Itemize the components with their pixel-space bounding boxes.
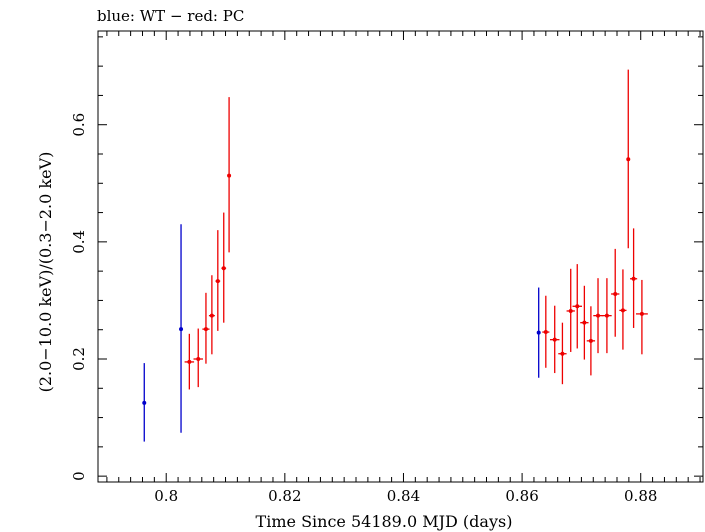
x-axis-ticks: 0.8 0.82 0.84 0.86 0.88 xyxy=(106,31,701,505)
data-point xyxy=(227,173,232,178)
data-point xyxy=(626,157,631,162)
data-point xyxy=(552,337,557,342)
data-point xyxy=(221,266,226,271)
data-point xyxy=(588,338,593,343)
data-point xyxy=(604,313,609,318)
data-point xyxy=(142,400,147,405)
data-point xyxy=(596,313,601,318)
series-wt xyxy=(142,224,541,442)
x-tick-label: 0.8 xyxy=(154,487,178,505)
y-tick-label: 0.6 xyxy=(70,113,88,137)
data-point xyxy=(575,304,580,309)
data-point xyxy=(639,311,644,316)
data-point xyxy=(536,330,541,335)
data-point xyxy=(179,327,184,332)
chart-title: blue: WT − red: PC xyxy=(97,7,244,25)
data-point xyxy=(613,291,618,296)
data-point xyxy=(187,359,192,364)
data-point xyxy=(203,327,208,332)
data-point xyxy=(568,308,573,313)
data-point xyxy=(215,279,220,284)
x-tick-label: 0.86 xyxy=(505,487,538,505)
plot-frame xyxy=(97,30,704,483)
series-pc xyxy=(184,69,648,390)
data-point xyxy=(631,276,636,281)
y-tick-label: 0.2 xyxy=(70,347,88,371)
x-tick-label: 0.84 xyxy=(387,487,420,505)
data-point xyxy=(620,308,625,313)
data-point xyxy=(582,320,587,325)
data-point xyxy=(543,330,548,335)
data-point xyxy=(196,357,201,361)
y-axis-ticks: 0 0.2 0.4 0.6 xyxy=(70,36,703,481)
y-axis-label: (2.0−10.0 keV)/(0.3−2.0 keV) xyxy=(36,152,55,393)
x-tick-label: 0.82 xyxy=(268,487,301,505)
data-point xyxy=(209,313,214,318)
data-point xyxy=(560,351,565,356)
x-tick-label: 0.88 xyxy=(624,487,657,505)
series-layer xyxy=(142,69,648,442)
x-axis-label: Time Since 54189.0 MJD (days) xyxy=(256,512,513,531)
y-tick-label: 0.4 xyxy=(70,230,88,254)
y-tick-label: 0 xyxy=(70,471,88,481)
